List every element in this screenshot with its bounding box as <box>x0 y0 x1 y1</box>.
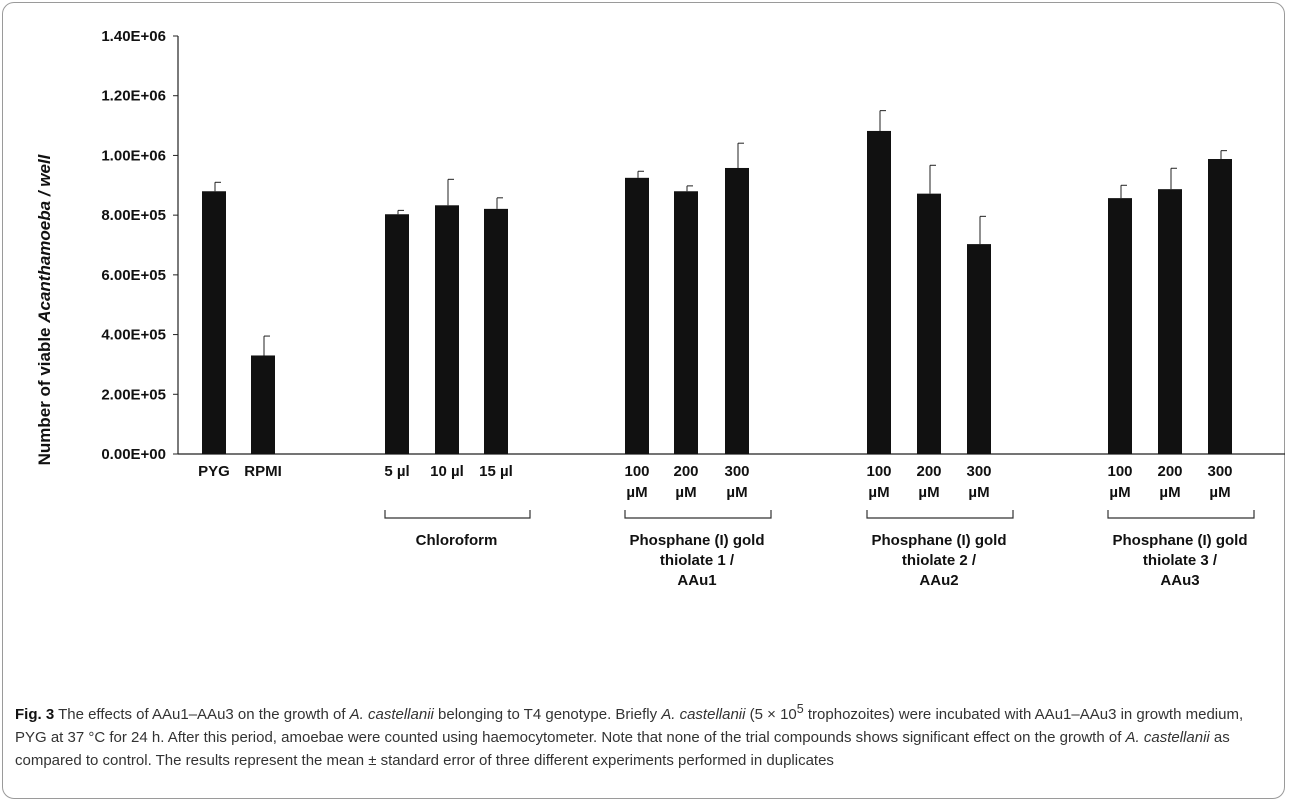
bar <box>625 178 649 454</box>
x-tick-label: 10 µl <box>430 463 464 480</box>
bar <box>1108 198 1132 454</box>
figure-caption: Fig. 3 The effects of AAu1–AAu3 on the g… <box>15 698 1270 772</box>
x-axis: PYG RPMI 5 µl 10 µl 15 µl 100 µM 200 µM 300 µM 100 µ… <box>198 463 1232 501</box>
group-bracket <box>385 510 530 518</box>
y-tick-label: 4.00E+05 <box>101 327 166 344</box>
group-label: Phosphane (I) gold thiolate 2 /AAu2 <box>872 532 1007 589</box>
x-tick-label: 100 µM <box>624 463 649 501</box>
x-tick-label: 200 µM <box>916 463 941 501</box>
bar <box>484 209 508 454</box>
group-label: Phosphane (I) gold thiolate 3 /AAu3 <box>1113 532 1248 589</box>
y-tick-label: 6.00E+05 <box>101 267 166 284</box>
y-tick-label: 1.20E+06 <box>101 88 166 105</box>
y-tick-label: 1.00E+06 <box>101 147 166 164</box>
x-tick-label: 300 µM <box>724 463 749 501</box>
y-tick-label: 8.00E+05 <box>101 207 166 224</box>
x-tick-label: 5 µl <box>384 463 409 480</box>
group-label: Phosphane (I) gold thiolate 1 /AAu1 <box>630 532 765 589</box>
y-tick-label: 2.00E+05 <box>101 386 166 403</box>
x-tick-label: 100 µM <box>1107 463 1132 501</box>
y-tick-label: 1.40E+06 <box>101 28 166 45</box>
group-bracket <box>625 510 771 518</box>
bar <box>674 191 698 454</box>
bar <box>967 244 991 454</box>
y-tick-label: 0.00E+00 <box>101 446 166 463</box>
bar <box>867 131 891 454</box>
x-tick-label: 300 µM <box>1207 463 1232 501</box>
bar <box>1208 159 1232 454</box>
bars <box>202 111 1232 454</box>
bar <box>202 191 226 454</box>
bar-chart: 0.00E+00 2.00E+05 4.00E+05 6.00E+05 8.00E+05… <box>0 0 1290 690</box>
bar <box>1158 189 1182 454</box>
figure-label: Fig. 3 <box>15 706 54 723</box>
x-tick-label: 15 µl <box>479 463 513 480</box>
bar <box>251 355 275 454</box>
bar <box>725 168 749 454</box>
bar <box>435 205 459 454</box>
group-bracket <box>867 510 1013 518</box>
group-label: Chloroform <box>416 532 498 549</box>
x-tick-label: 200 µM <box>673 463 698 501</box>
x-tick-label: 300 µM <box>966 463 991 501</box>
group-bracket <box>1108 510 1254 518</box>
bar <box>917 194 941 454</box>
x-tick-label: 100 µM <box>866 463 891 501</box>
x-tick-label: PYG <box>198 463 230 480</box>
bar <box>385 214 409 454</box>
group-brackets: Chloroform Phosphane (I) gold thiolate 1 /… <box>385 510 1254 589</box>
x-tick-label: RPMI <box>244 463 282 480</box>
x-tick-label: 200 µM <box>1157 463 1182 501</box>
y-axis-label: Number of viable Acanthamoeba / well <box>35 153 54 465</box>
